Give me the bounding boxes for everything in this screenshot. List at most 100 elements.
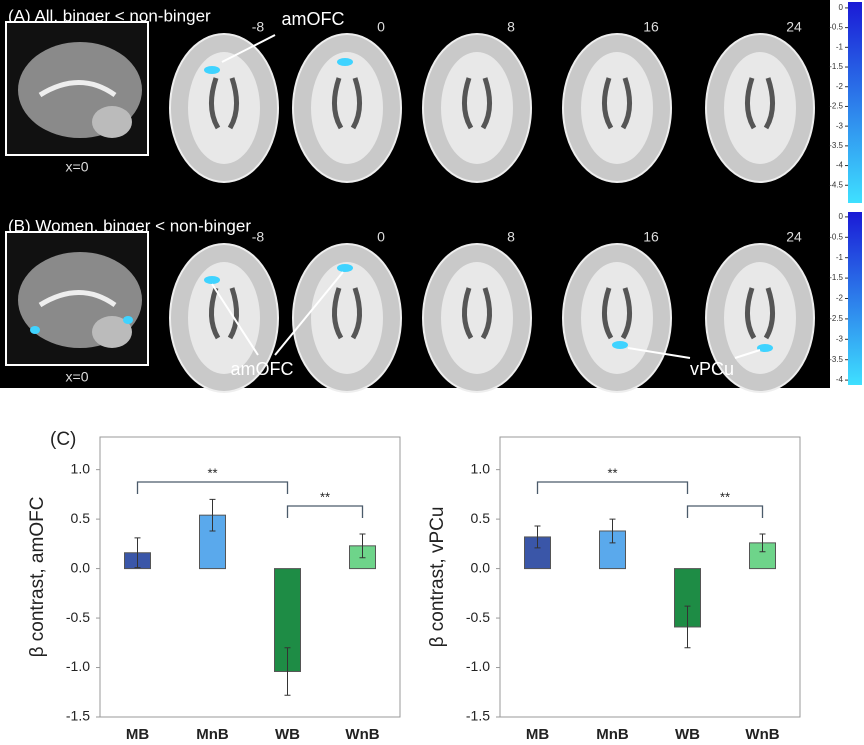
activation-blob	[337, 264, 353, 272]
significance-bracket	[286, 505, 364, 518]
white-matter	[188, 52, 260, 164]
ventricle	[209, 287, 239, 340]
y-tick-label: -1.5	[466, 708, 490, 724]
slice-label: 8	[507, 229, 515, 245]
significance-label: **	[207, 465, 217, 480]
error-bar	[684, 605, 691, 649]
colorbar-tick-label: -4.5	[829, 180, 843, 189]
pointer	[274, 271, 344, 356]
white-matter	[724, 52, 796, 164]
x-tick-label: MnB	[196, 726, 229, 743]
colorbar	[848, 212, 862, 385]
ventricle	[462, 287, 492, 340]
slice-label: 24	[786, 229, 802, 245]
ventricle	[602, 77, 632, 130]
significance-label: **	[720, 489, 730, 504]
y-tick-label: 1.0	[471, 460, 491, 476]
x-tick-label: MB	[126, 726, 149, 743]
colorbar-tick-label: -2.5	[829, 314, 843, 323]
annotation: vPCu	[690, 359, 734, 379]
significance-label: **	[607, 465, 617, 480]
ventricle	[462, 77, 492, 130]
slice-label: 24	[786, 19, 802, 35]
row-title: (B) Women, binger < non-binger	[8, 216, 251, 235]
slice-label: 8	[507, 19, 515, 35]
activation-blob	[337, 58, 353, 66]
pointer	[627, 347, 691, 359]
colorbar-tick-label: -1	[836, 42, 844, 51]
cerebellum	[92, 106, 132, 138]
y-axis-label: β contrast, amOFC	[27, 497, 48, 658]
white-matter	[724, 262, 796, 374]
plot-frame	[499, 436, 801, 718]
y-tick-label: 1.0	[71, 460, 91, 476]
sagittal-label: x=0	[66, 159, 89, 175]
white-matter	[441, 52, 513, 164]
colorbar	[848, 2, 862, 203]
slice-label: 0	[377, 229, 385, 245]
colorbar-tick-label: 0	[839, 3, 844, 12]
colorbar-tick-label: -1.5	[829, 273, 843, 282]
colorbar-tick-label: -4	[836, 375, 844, 384]
colorbar-tick-label: -3.5	[829, 141, 843, 150]
pointer	[221, 34, 276, 63]
error-bar	[359, 533, 366, 559]
slice-label: 16	[643, 19, 659, 35]
slice-label: -8	[252, 19, 265, 35]
white-matter	[441, 262, 513, 374]
colorbar-tick-label: -2.5	[829, 102, 843, 111]
error-bar	[609, 518, 616, 544]
significance-bracket	[686, 505, 764, 518]
activation-blob	[123, 316, 133, 324]
x-tick-label: WB	[275, 726, 300, 743]
x-tick-label: MB	[526, 726, 549, 743]
colorbar-tick-label: 0	[839, 212, 844, 221]
annotation: amOFC	[231, 359, 294, 379]
ventricle	[332, 77, 362, 130]
ventricle	[745, 77, 775, 130]
y-tick-label: -0.5	[66, 609, 90, 625]
colorbar-tick-label: -4	[836, 161, 844, 170]
ventricle	[745, 287, 775, 340]
colorbar-tick-label: -0.5	[829, 23, 843, 32]
white-matter	[188, 262, 260, 374]
colorbar-tick-label: -1	[836, 253, 844, 262]
error-bar	[209, 498, 216, 532]
white-matter	[311, 262, 383, 374]
y-tick-label: -0.5	[466, 609, 490, 625]
annotation: amOFC	[282, 9, 345, 29]
row-title: (A) All, binger < non-binger	[8, 6, 211, 25]
white-matter	[311, 52, 383, 164]
error-bar	[134, 537, 141, 569]
error-bar	[284, 647, 291, 696]
x-tick-label: WB	[675, 726, 700, 743]
x-tick-label: WnB	[745, 726, 779, 743]
significance-bracket	[536, 481, 689, 494]
y-tick-label: -1.5	[66, 708, 90, 724]
colorbar-tick-label: -3.5	[829, 355, 843, 364]
sagittal-detail	[38, 290, 117, 308]
y-tick-label: -1.0	[466, 658, 490, 674]
colorbar-tick-label: -2	[836, 294, 844, 303]
x-tick-label: MnB	[596, 726, 629, 743]
y-tick-label: 0.5	[471, 510, 491, 526]
ventricle	[209, 77, 239, 130]
y-axis-label: β contrast, vPCu	[427, 507, 448, 648]
cerebellum	[92, 316, 132, 348]
significance-label: **	[320, 489, 330, 504]
slice-label: 16	[643, 229, 659, 245]
colorbar-tick-label: -0.5	[829, 232, 843, 241]
panel-label: (C)	[50, 429, 76, 450]
activation-blob	[757, 344, 773, 352]
error-bar	[759, 533, 766, 553]
ventricle	[332, 287, 362, 340]
y-tick-label: 0.0	[471, 559, 491, 575]
x-tick-label: WnB	[345, 726, 379, 743]
slice-label: -8	[252, 229, 265, 245]
activation-blob	[204, 66, 220, 74]
ventricle	[602, 287, 632, 340]
pointer	[734, 349, 761, 359]
activation-blob	[30, 326, 40, 334]
colorbar-tick-label: -3	[836, 121, 844, 130]
